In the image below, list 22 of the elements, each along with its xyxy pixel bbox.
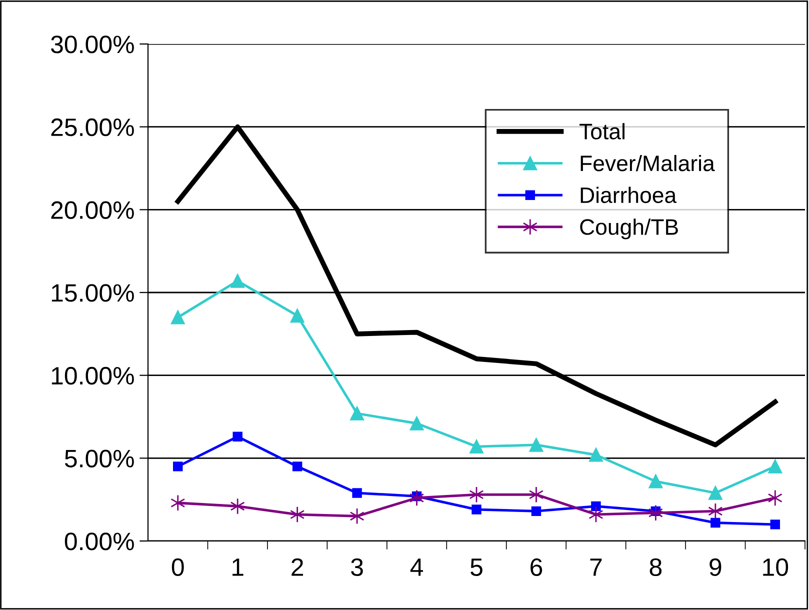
x-tick-label: 9 — [710, 558, 722, 576]
legend-label: Diarrhoea — [580, 186, 677, 204]
legend-label: Fever/Malaria — [580, 154, 715, 172]
y-tick-label: 20.00% — [51, 201, 134, 219]
x-tick-label: 1 — [232, 558, 244, 576]
y-tick-label: 10.00% — [52, 366, 134, 385]
legend-label: Cough/TB — [580, 218, 678, 240]
y-tick-label: 5.00% — [64, 450, 134, 468]
x-tick-label: 6 — [530, 558, 542, 576]
x-tick-label: 7 — [590, 558, 602, 576]
y-tick-label: 30.00% — [50, 36, 134, 54]
x-tick-label: 10 — [763, 558, 788, 576]
x-tick-label: 5 — [470, 558, 482, 576]
x-tick-label: 3 — [351, 558, 363, 576]
y-tick-label: 25.00% — [51, 118, 134, 136]
y-tick-label: 0.00% — [64, 532, 134, 550]
legend-label: Total — [580, 123, 624, 140]
y-tick-label: 15.00% — [52, 284, 134, 302]
x-tick-label: 8 — [650, 558, 662, 576]
x-tick-label: 4 — [410, 558, 423, 576]
x-tick-label: 0 — [172, 558, 184, 576]
x-tick-label: 2 — [292, 558, 304, 576]
